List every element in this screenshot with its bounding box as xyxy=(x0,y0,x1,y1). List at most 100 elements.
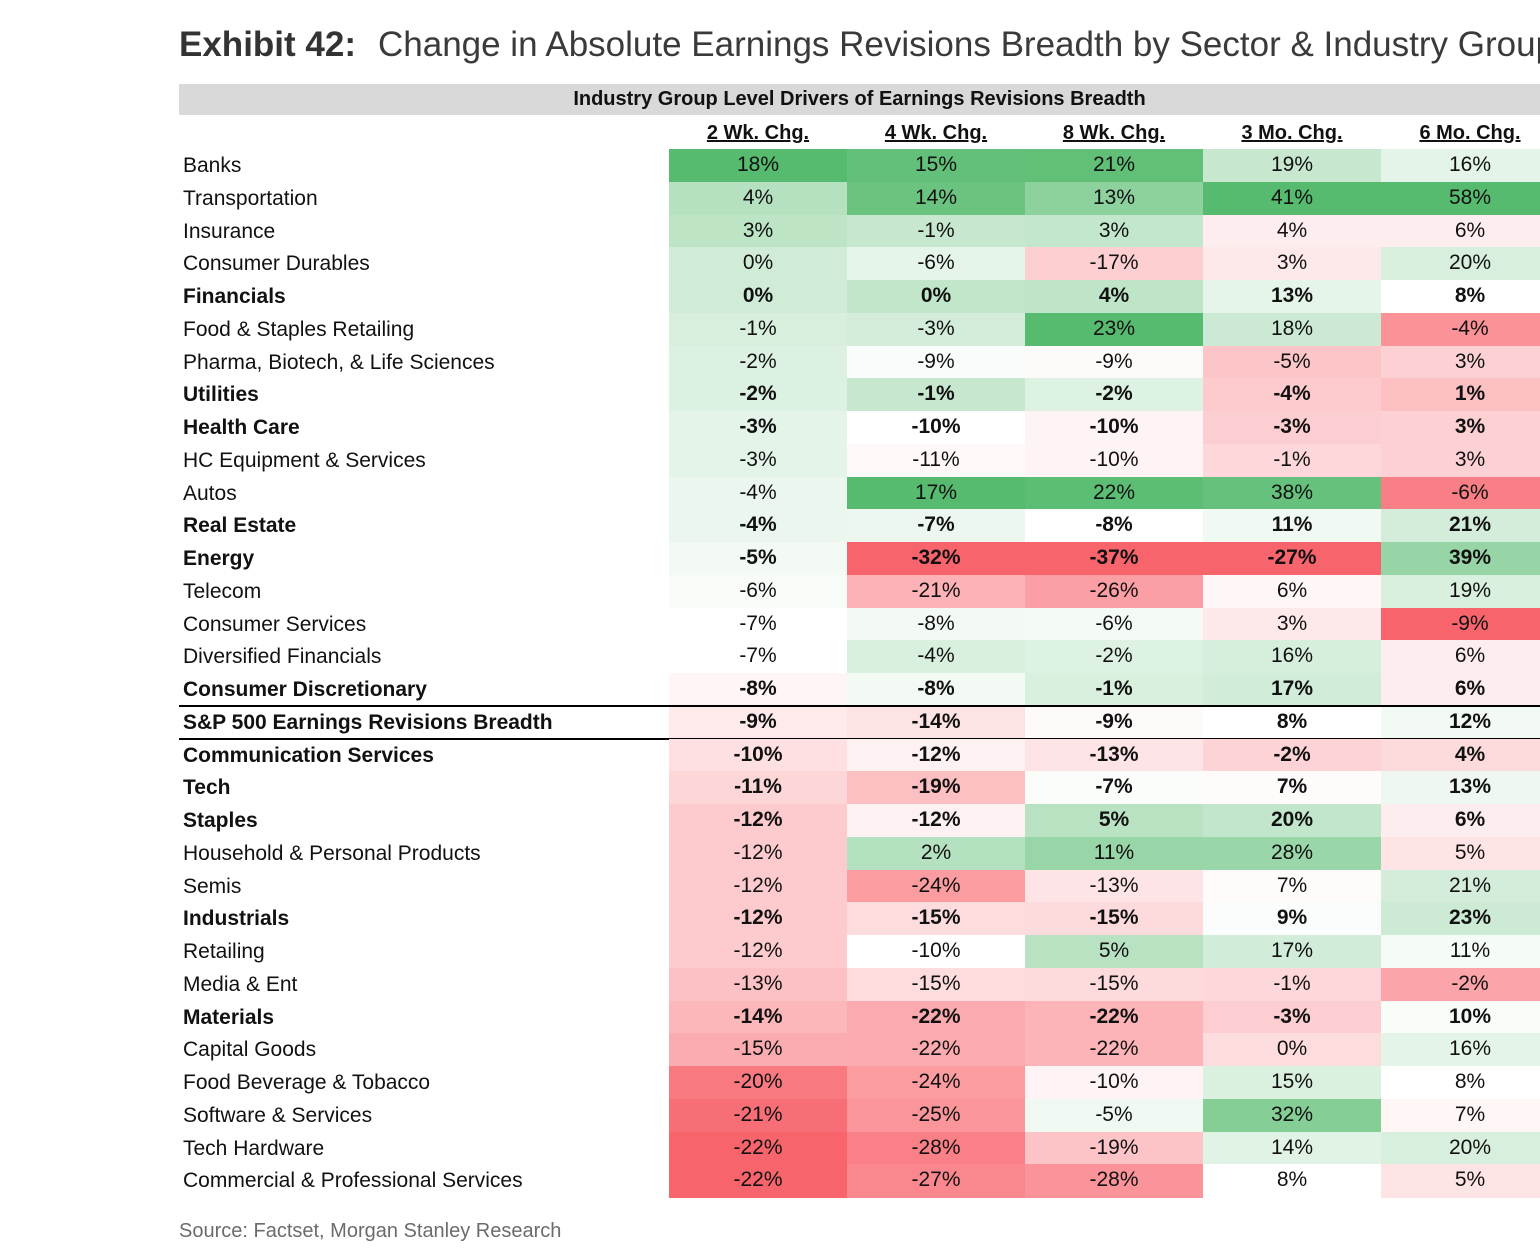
row-label: Tech Hardware xyxy=(183,1136,325,1160)
row-label: Household & Personal Products xyxy=(183,841,481,865)
heatmap-cell: 3% xyxy=(1381,345,1540,379)
row-label: Capital Goods xyxy=(183,1038,317,1062)
heatmap-cell: -13% xyxy=(1025,869,1203,903)
heatmap-cell: 3% xyxy=(1203,607,1381,641)
heatmap-cell: -2% xyxy=(669,378,847,412)
heatmap-cell: -10% xyxy=(1025,1066,1203,1100)
heatmap-cell: 5% xyxy=(1381,1164,1540,1198)
column-header-label: 3 Mo. Chg. xyxy=(1241,122,1343,144)
exhibit-title: Exhibit 42: Change in Absolute Earnings R… xyxy=(179,22,1540,68)
row-label: Financials xyxy=(183,285,286,308)
row-label: Staples xyxy=(183,809,258,832)
heatmap-cell: -6% xyxy=(847,247,1025,281)
row-label: Materials xyxy=(183,1005,275,1029)
heatmap-cell: -24% xyxy=(847,869,1025,903)
heatmap-cell: 8% xyxy=(1381,1066,1540,1100)
heatmap-cell: -15% xyxy=(847,967,1025,1002)
heatmap-cell: 6% xyxy=(1381,673,1540,707)
heatmap-cell: -21% xyxy=(669,1098,847,1133)
heatmap-cell: -4% xyxy=(669,476,847,510)
source-note: Source: Factset, Morgan Stanley Research xyxy=(179,1220,562,1242)
heatmap-cell: -8% xyxy=(1025,509,1203,543)
heatmap-cell: -11% xyxy=(847,443,1025,478)
heatmap-cell: -1% xyxy=(847,214,1025,248)
heatmap-cell: -28% xyxy=(847,1131,1025,1165)
heatmap-cell: -7% xyxy=(669,640,847,674)
column-header-label: 8 Wk. Chg. xyxy=(1062,122,1166,144)
heatmap-cell: 12% xyxy=(1381,705,1540,740)
row-label: Telecom xyxy=(183,579,262,603)
heatmap-cell: 20% xyxy=(1381,1131,1540,1165)
heatmap-cell: -12% xyxy=(669,935,847,969)
heatmap-cell: 8% xyxy=(1203,1164,1381,1198)
column-header: 3 Mo. Chg. xyxy=(1203,118,1381,148)
heatmap-cell: -2% xyxy=(669,345,847,379)
heatmap-cell: -4% xyxy=(1381,312,1540,347)
row-label: Banks xyxy=(183,154,242,177)
row-label: Software & Services xyxy=(183,1103,373,1127)
heatmap-cell: 4% xyxy=(1203,214,1381,248)
heatmap-cell: -21% xyxy=(847,574,1025,609)
heatmap-cell: -4% xyxy=(669,509,847,543)
heatmap-cell: -12% xyxy=(669,869,847,903)
heatmap-cell: 15% xyxy=(847,149,1025,183)
column-header-label: 2 Wk. Chg. xyxy=(706,122,810,144)
heatmap-cell: -15% xyxy=(1025,967,1203,1002)
heatmap-cell: -9% xyxy=(847,345,1025,379)
exhibit-label: Exhibit 42: xyxy=(179,25,356,64)
row-label: Insurance xyxy=(183,219,276,243)
heatmap-cell: 9% xyxy=(1203,902,1381,936)
heatmap-cell: -4% xyxy=(847,640,1025,674)
heatmap-cell: 17% xyxy=(1203,935,1381,969)
heatmap-cell: 6% xyxy=(1203,574,1381,609)
heatmap-cell: -12% xyxy=(669,902,847,936)
heatmap-cell: 3% xyxy=(1203,247,1381,281)
exhibit-title-text: Change in Absolute Earnings Revisions Br… xyxy=(377,25,1540,64)
heatmap-cell: 11% xyxy=(1381,935,1540,969)
heatmap-cell: 8% xyxy=(1203,705,1381,740)
heatmap-cell: -8% xyxy=(669,673,847,707)
row-label: Diversified Financials xyxy=(183,645,382,669)
heatmap-cell: 14% xyxy=(1203,1131,1381,1165)
heatmap-cell: 0% xyxy=(669,247,847,281)
heatmap-cell: -1% xyxy=(1203,967,1381,1002)
heatmap-cell: -9% xyxy=(669,705,847,740)
row-label: Health Care xyxy=(183,416,300,439)
heatmap-cell: -22% xyxy=(847,1000,1025,1034)
heatmap-cell: 16% xyxy=(1381,1033,1540,1067)
heatmap-cell: 15% xyxy=(1203,1066,1381,1100)
heatmap-cell: 7% xyxy=(1203,771,1381,805)
heatmap-cell: -1% xyxy=(1025,673,1203,707)
heatmap-cell: 10% xyxy=(1381,1000,1540,1034)
heatmap-cell: -12% xyxy=(847,804,1025,838)
heatmap-cell: -37% xyxy=(1025,542,1203,576)
heatmap-cell: 14% xyxy=(847,181,1025,216)
row-label: Consumer Durables xyxy=(183,252,370,276)
row-label: Tech xyxy=(183,776,231,800)
heatmap-cell: -24% xyxy=(847,1066,1025,1100)
heatmap-cell: 6% xyxy=(1381,214,1540,248)
column-header: 4 Wk. Chg. xyxy=(847,118,1025,148)
heatmap-cell: 13% xyxy=(1025,181,1203,216)
heatmap-cell: -8% xyxy=(847,673,1025,707)
heatmap-cell: -5% xyxy=(1025,1098,1203,1133)
heatmap-cell: -22% xyxy=(669,1164,847,1198)
heatmap-cell: 19% xyxy=(1203,149,1381,183)
heatmap-cell: -10% xyxy=(1025,443,1203,478)
heatmap-cell: 28% xyxy=(1203,836,1381,871)
heatmap-cell: 23% xyxy=(1381,902,1540,936)
heatmap-cell: 16% xyxy=(1381,149,1540,183)
heatmap-cell: 7% xyxy=(1203,869,1381,903)
heatmap-cell: 0% xyxy=(669,280,847,314)
heatmap-cell: -22% xyxy=(669,1131,847,1165)
heatmap-cell: -14% xyxy=(669,1000,847,1034)
heatmap-cell: -26% xyxy=(1025,574,1203,609)
heatmap-cell: -22% xyxy=(847,1033,1025,1067)
heatmap-cell: 6% xyxy=(1381,640,1540,674)
row-label: Food Beverage & Tobacco xyxy=(183,1071,431,1094)
heatmap-cell: 21% xyxy=(1381,869,1540,903)
heatmap-cell: 3% xyxy=(669,214,847,248)
index-row-divider xyxy=(179,704,1540,707)
heatmap-cell: 11% xyxy=(1203,509,1381,543)
heatmap-cell: -9% xyxy=(1025,345,1203,379)
